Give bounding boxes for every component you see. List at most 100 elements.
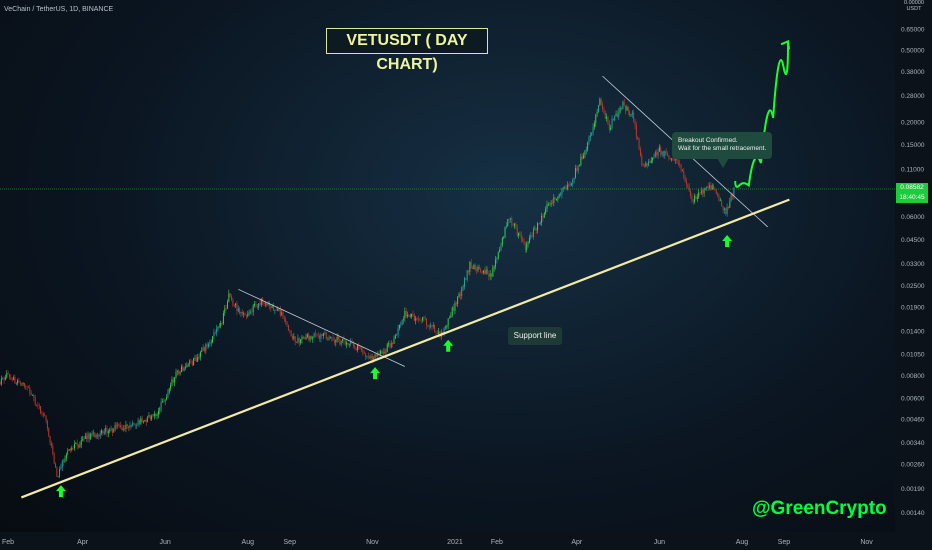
candle-body [457,297,459,304]
candle-body [67,450,69,455]
candle-body [273,306,274,311]
candle-body [577,166,579,171]
candle-body [545,208,547,214]
candle-body [635,125,637,137]
candle-body [281,312,283,316]
candle-body [11,379,13,381]
candle-body [641,155,643,166]
candle-body [417,319,419,320]
candle-body [679,163,681,165]
candle-body [556,199,557,201]
candle-body [185,367,186,368]
candle-body [275,309,277,311]
candle-body [163,401,165,402]
candle-body [266,303,268,305]
candle-body [120,425,121,428]
candle-body [703,188,705,194]
candle-body [335,340,337,343]
axis-corner-value: 0.00000 [904,0,924,6]
candle-body [153,413,155,416]
candle-body [2,378,4,379]
candle-body [730,194,732,202]
candle-body [619,107,621,112]
candle-body [210,342,212,344]
candle-body [21,383,23,385]
callout-tail [717,158,729,168]
x-tick-label-0: Feb [2,539,14,546]
candle-body [125,424,127,430]
candle-body [480,269,482,272]
candle-body [726,206,728,214]
candle-body [14,376,16,384]
candle-body [696,197,698,200]
candle-body [350,341,352,344]
candle-body [504,227,506,238]
candle-body [420,320,422,321]
candle-body [248,312,250,314]
candle-body [672,158,674,160]
candle-body [400,324,402,326]
candle-body [178,370,180,374]
candle-body [568,184,570,186]
candle-body [581,156,583,159]
candle-body [606,117,608,119]
candle-body [87,433,89,440]
candle-body [209,343,211,344]
candle-body [7,373,9,375]
candle-body [676,158,678,164]
candle-body [208,343,209,347]
candle-body [612,118,614,121]
candle-body [639,149,641,156]
candle-body [481,271,483,273]
y-tick-label-8: 0.06000 [901,214,925,221]
candle-body [45,415,47,421]
candle-body [385,351,387,354]
candle-body [432,324,434,327]
candle-body [325,332,327,339]
candle-body [149,415,151,420]
candle-body [180,366,182,373]
candle-body [570,183,572,185]
candle-body [42,413,44,416]
candle-body [684,177,686,182]
candle-body [461,287,463,297]
candle-body [203,347,205,352]
candle-body [560,194,562,195]
candle-body [550,202,552,205]
candle-body [465,278,467,280]
candle-body [60,467,62,469]
y-tick-label-2: 0.38000 [901,69,925,76]
candle-body [374,354,376,359]
candle-body [652,157,654,161]
candle-body [138,420,140,424]
candle-body [152,415,154,417]
candle-body [595,114,597,124]
candle-body [94,432,96,438]
candle-body [381,350,383,354]
candle-body [463,278,465,287]
candle-body [151,416,153,420]
candle-body [187,364,189,366]
candle-body [155,413,157,417]
candle-body [515,223,517,228]
candle-body [543,213,545,218]
candle-body [702,190,704,194]
candle-body [347,342,349,345]
candle-body [124,428,126,430]
candle-body [497,252,499,259]
candle-body [166,397,168,400]
candle-body [298,337,300,344]
candle-body [170,385,172,389]
candle-body [220,323,222,326]
candle-body [405,310,407,317]
candle-body [603,109,605,112]
candle-body [23,382,25,387]
candle-body [133,422,135,425]
y-tick-label-5: 0.15000 [901,142,925,149]
candle-body [621,107,622,110]
candle-body [241,312,243,314]
candle-body [283,318,285,320]
candle-body [232,299,234,306]
candle-body [503,237,505,239]
candle-body [511,218,513,225]
